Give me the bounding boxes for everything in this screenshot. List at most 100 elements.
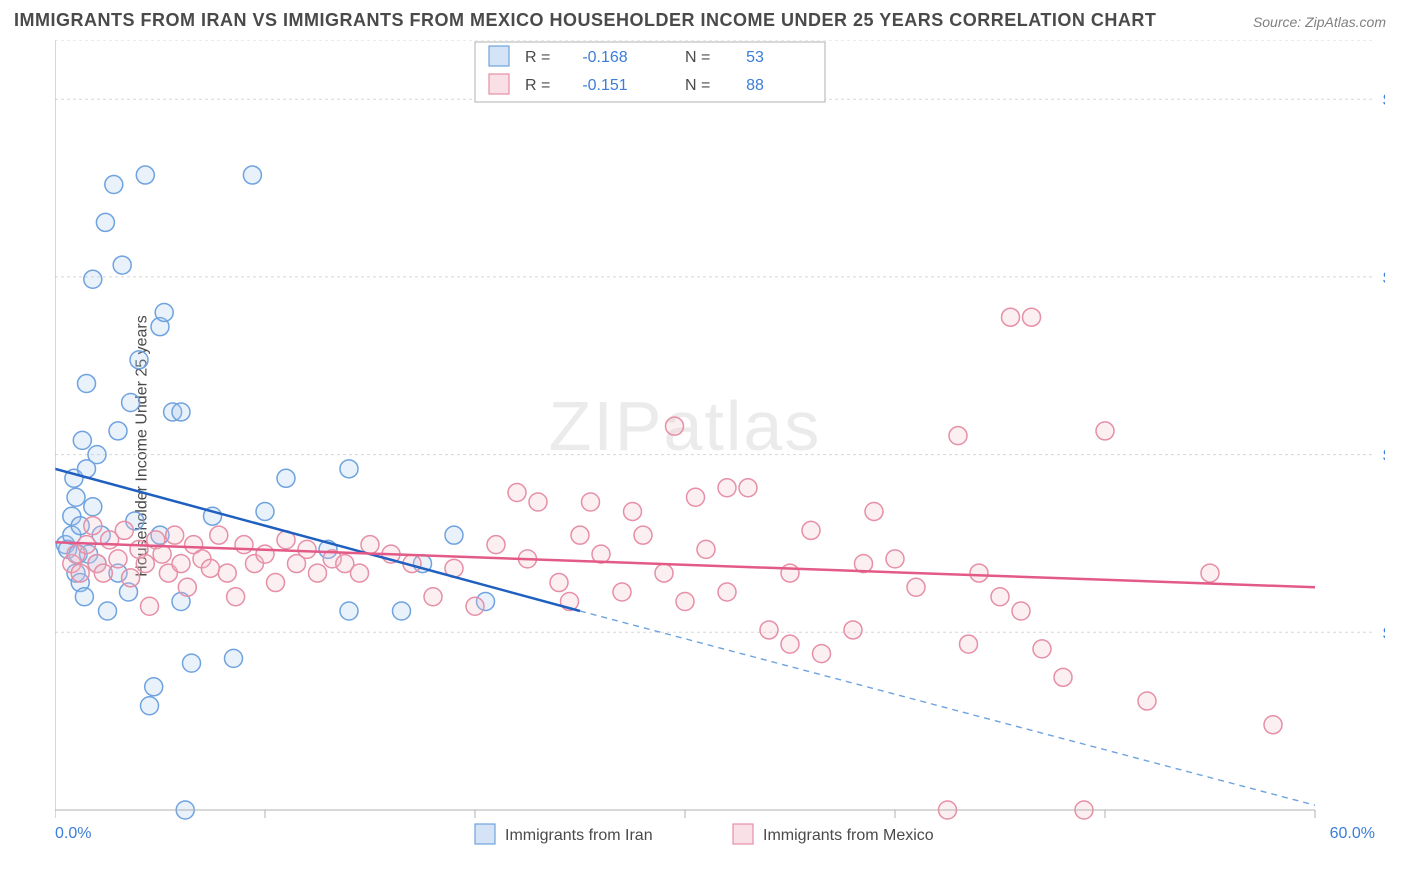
data-point (172, 555, 190, 573)
data-point (201, 559, 219, 577)
data-point (256, 545, 274, 563)
data-point (991, 588, 1009, 606)
data-point (243, 166, 261, 184)
legend-n-label: N = (685, 49, 710, 66)
data-point (155, 303, 173, 321)
legend-n-value: 53 (746, 49, 764, 66)
data-point (424, 588, 442, 606)
legend-swatch (489, 74, 509, 94)
data-point (256, 502, 274, 520)
data-point (153, 545, 171, 563)
legend-swatch (475, 824, 495, 844)
data-point (582, 493, 600, 511)
data-point (655, 564, 673, 582)
data-point (970, 564, 988, 582)
y-tick-label: $112,500 (1383, 270, 1385, 287)
data-point (94, 564, 112, 582)
data-point (141, 697, 159, 715)
data-point (277, 469, 295, 487)
data-point (73, 431, 91, 449)
data-point (1023, 308, 1041, 326)
data-point (781, 635, 799, 653)
legend-r-label: R = (525, 49, 550, 66)
data-point (235, 536, 253, 554)
data-point (1054, 668, 1072, 686)
data-point (1201, 564, 1219, 582)
scatter-chart: $37,500$75,000$112,500$150,000ZIPatlas0.… (55, 40, 1385, 840)
data-point (122, 393, 140, 411)
data-point (550, 574, 568, 592)
data-point (361, 536, 379, 554)
data-point (813, 645, 831, 663)
chart-title: IMMIGRANTS FROM IRAN VS IMMIGRANTS FROM … (14, 10, 1156, 31)
data-point (760, 621, 778, 639)
data-point (571, 526, 589, 544)
data-point (309, 564, 327, 582)
data-point (78, 375, 96, 393)
data-point (697, 540, 715, 558)
data-point (88, 446, 106, 464)
data-point (1096, 422, 1114, 440)
data-point (84, 517, 102, 535)
data-point (105, 176, 123, 194)
data-point (136, 166, 154, 184)
data-point (109, 550, 127, 568)
data-point (687, 488, 705, 506)
source-credit: Source: ZipAtlas.com (1253, 14, 1386, 30)
legend-series-label: Immigrants from Iran (505, 827, 653, 844)
data-point (508, 484, 526, 502)
data-point (145, 678, 163, 696)
data-point (298, 540, 316, 558)
data-point (676, 593, 694, 611)
x-tick-label: 60.0% (1330, 825, 1375, 842)
data-point (613, 583, 631, 601)
data-point (113, 256, 131, 274)
y-tick-label: $150,000 (1383, 92, 1385, 109)
data-point (445, 526, 463, 544)
data-point (666, 417, 684, 435)
data-point (183, 654, 201, 672)
data-point (218, 564, 236, 582)
data-point (227, 588, 245, 606)
data-point (267, 574, 285, 592)
data-point (136, 555, 154, 573)
data-point (340, 460, 358, 478)
data-point (109, 422, 127, 440)
data-point (718, 583, 736, 601)
data-point (865, 502, 883, 520)
data-point (84, 270, 102, 288)
data-point (130, 351, 148, 369)
trend-line-extrapolated (580, 611, 1315, 805)
data-point (351, 564, 369, 582)
data-point (1002, 308, 1020, 326)
legend-swatch (489, 46, 509, 66)
data-point (122, 569, 140, 587)
data-point (71, 564, 89, 582)
data-point (718, 479, 736, 497)
trend-line (55, 542, 1315, 587)
data-point (781, 564, 799, 582)
data-point (172, 403, 190, 421)
legend-swatch (733, 824, 753, 844)
data-point (844, 621, 862, 639)
data-point (907, 578, 925, 596)
data-point (340, 602, 358, 620)
data-point (886, 550, 904, 568)
data-point (802, 521, 820, 539)
y-tick-label: $75,000 (1383, 448, 1385, 465)
legend-series-label: Immigrants from Mexico (763, 827, 934, 844)
data-point (225, 649, 243, 667)
data-point (634, 526, 652, 544)
x-tick-label: 0.0% (55, 825, 91, 842)
data-point (75, 588, 93, 606)
data-point (1033, 640, 1051, 658)
data-point (1012, 602, 1030, 620)
data-point (96, 213, 114, 231)
data-point (624, 502, 642, 520)
data-point (949, 427, 967, 445)
data-point (141, 597, 159, 615)
legend-r-value: -0.168 (582, 49, 627, 66)
legend-n-label: N = (685, 77, 710, 94)
data-point (487, 536, 505, 554)
data-point (84, 498, 102, 516)
